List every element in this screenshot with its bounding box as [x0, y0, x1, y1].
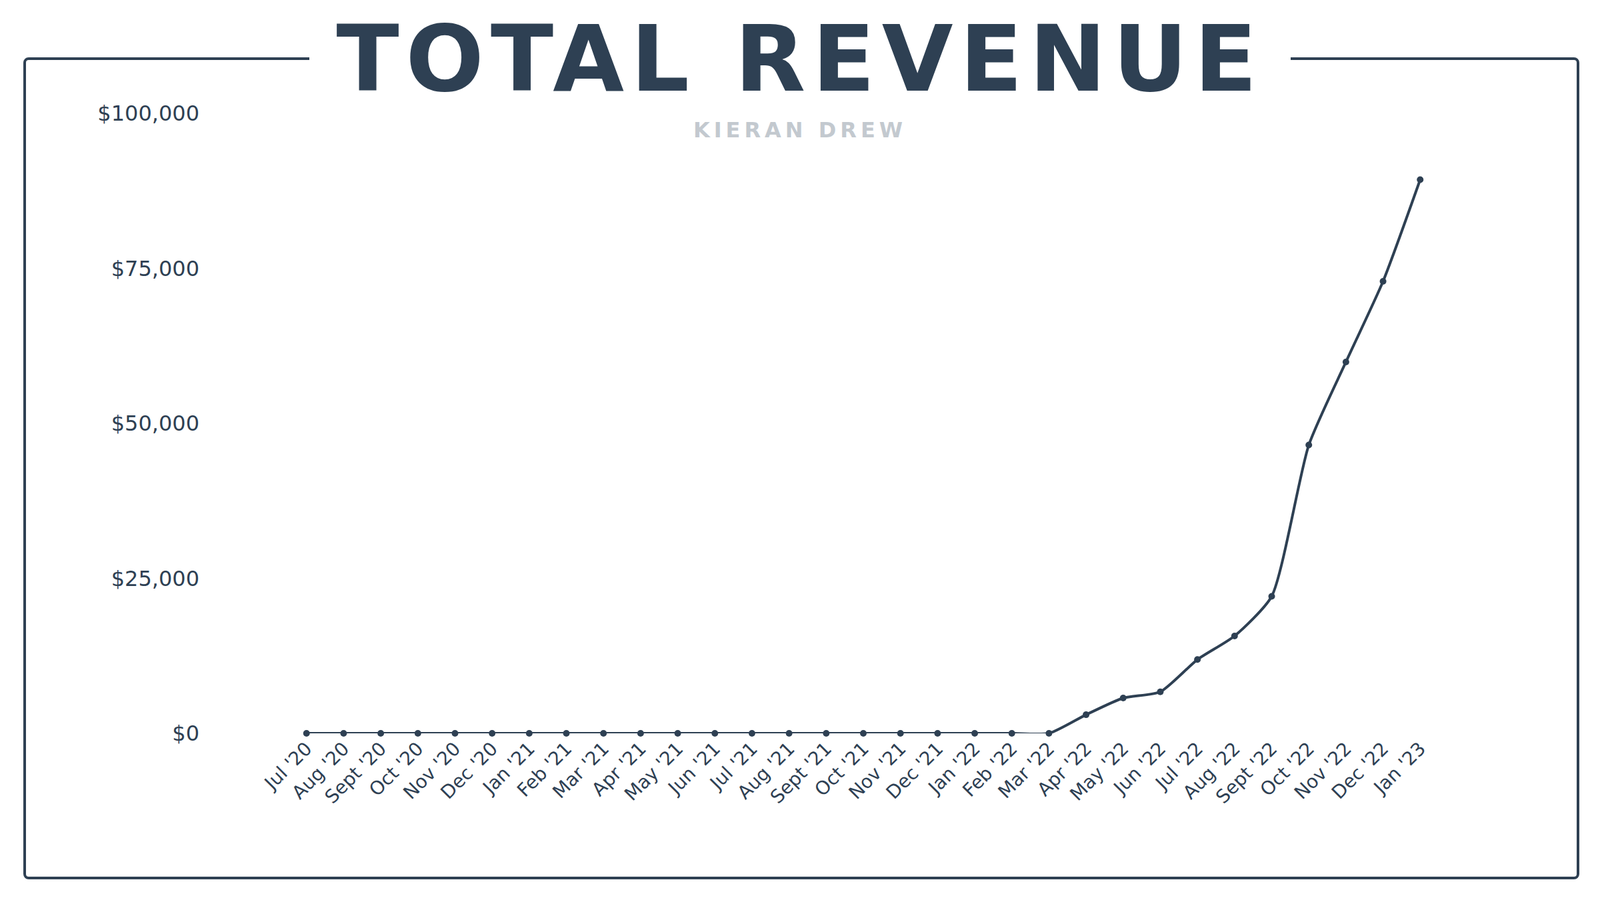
svg-text:May '21: May '21 [620, 738, 688, 806]
svg-text:Aug '21: Aug '21 [733, 738, 800, 804]
svg-text:Dec '21: Dec '21 [882, 738, 948, 804]
svg-text:Oct '22: Oct '22 [1256, 738, 1319, 801]
svg-text:Oct '21: Oct '21 [810, 738, 873, 801]
svg-text:Aug '20: Aug '20 [287, 738, 354, 804]
svg-text:Feb '21: Feb '21 [512, 738, 576, 802]
svg-text:Jul '20: Jul '20 [259, 738, 317, 796]
svg-text:$75,000: $75,000 [111, 256, 200, 282]
svg-text:Dec '20: Dec '20 [436, 738, 502, 804]
svg-text:Jan '23: Jan '23 [1368, 738, 1430, 800]
svg-text:Nov '20: Nov '20 [398, 738, 465, 804]
svg-text:Sept '20: Sept '20 [320, 738, 391, 808]
svg-text:Aug '22: Aug '22 [1178, 738, 1245, 804]
html-text:KIERAN DREW: KIERAN DREW [693, 117, 907, 143]
svg-text:Apr '22: Apr '22 [1032, 738, 1096, 802]
html-text:TOTAL REVENUE: TOTAL REVENUE [336, 5, 1264, 113]
svg-text:Jul '22: Jul '22 [1150, 738, 1208, 796]
svg-text:Feb '22: Feb '22 [958, 738, 1022, 802]
svg-text:Apr '21: Apr '21 [587, 738, 651, 802]
svg-text:Jan '22: Jan '22 [923, 738, 985, 800]
svg-text:$100,000: $100,000 [97, 100, 200, 126]
svg-text:Dec '22: Dec '22 [1327, 738, 1394, 804]
svg-text:Nov '21: Nov '21 [844, 738, 911, 804]
svg-text:Sept '21: Sept '21 [766, 738, 836, 808]
svg-text:$25,000: $25,000 [111, 566, 200, 592]
svg-text:Sept '22: Sept '22 [1211, 738, 1282, 808]
svg-text:Mar '21: Mar '21 [548, 738, 614, 804]
svg-text:Mar '22: Mar '22 [994, 738, 1060, 804]
svg-text:Jul '21: Jul '21 [704, 738, 762, 796]
svg-text:$0: $0 [172, 720, 200, 746]
svg-text:Nov '22: Nov '22 [1290, 738, 1356, 804]
svg-text:Jan '21: Jan '21 [477, 738, 539, 800]
svg-text:May '22: May '22 [1065, 738, 1133, 806]
svg-text:Jun '21: Jun '21 [662, 738, 725, 800]
svg-text:$50,000: $50,000 [111, 410, 200, 436]
svg-text:Jun '22: Jun '22 [1108, 738, 1171, 800]
svg-text:Oct '20: Oct '20 [364, 738, 428, 801]
